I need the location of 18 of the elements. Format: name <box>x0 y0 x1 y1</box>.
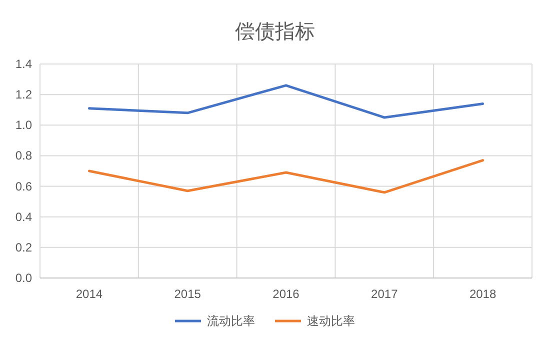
y-tick-label: 1.4 <box>15 57 32 71</box>
y-tick-label: 0.6 <box>15 179 32 194</box>
x-tick-label: 2014 <box>76 287 103 301</box>
x-tick-label: 2015 <box>174 287 202 301</box>
line-series <box>88 159 484 194</box>
legend-label: 流动比率 <box>207 314 255 328</box>
line-series <box>88 84 484 119</box>
legend-label: 速动比率 <box>307 314 355 328</box>
y-tick-label: 0.2 <box>15 240 32 254</box>
x-tick-label: 2018 <box>469 287 496 301</box>
chart-title: 偿债指标 <box>235 21 315 43</box>
y-tick-label: 0.8 <box>15 148 32 163</box>
y-tick-label: 0.4 <box>15 210 32 224</box>
y-tick-label: 1.2 <box>15 88 32 102</box>
y-tick-label: 0.0 <box>15 271 32 285</box>
x-tick-label: 2016 <box>272 287 300 301</box>
x-tick-label: 2017 <box>371 287 398 301</box>
y-tick-label: 1.0 <box>15 118 32 132</box>
